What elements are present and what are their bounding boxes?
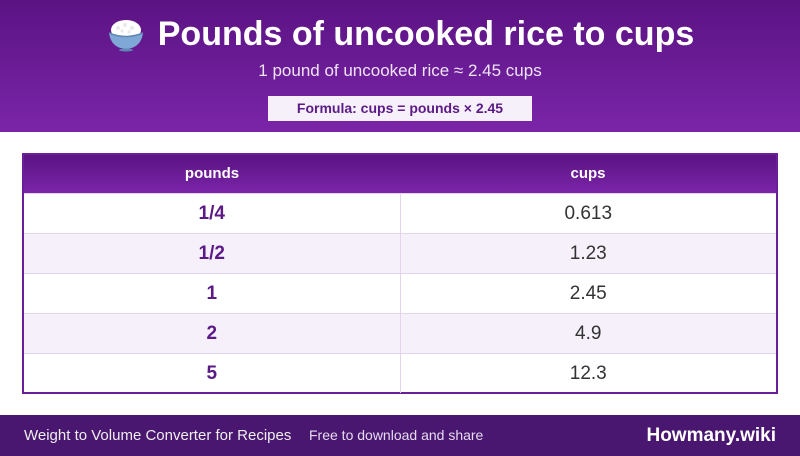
table-row: 5 12.3 <box>24 353 776 393</box>
pounds-cell: 1/2 <box>24 234 401 273</box>
page-title: Pounds of uncooked rice to cups <box>157 15 695 53</box>
pounds-cell: 2 <box>24 314 401 353</box>
table-row: 1/2 1.23 <box>24 233 776 273</box>
formula-badge: Formula: cups = pounds × 2.45 <box>268 96 532 121</box>
cups-cell: 2.45 <box>569 283 607 304</box>
pounds-cell: 1/4 <box>24 194 401 233</box>
cups-cell: 12.3 <box>569 363 607 384</box>
brand-link[interactable]: Howmany.wiki <box>646 425 776 446</box>
table-header: pounds cups <box>24 155 776 193</box>
pounds-cell: 5 <box>24 354 401 393</box>
footer-tagline: Weight to Volume Converter for Recipes <box>24 427 292 444</box>
cups-cell: 4.9 <box>575 323 602 344</box>
column-header-cups: cups <box>570 165 606 182</box>
rice-bowl-icon <box>106 16 146 52</box>
table-row: 1 2.45 <box>24 273 776 313</box>
footer-note: Free to download and share <box>309 427 484 443</box>
footer-bar: Weight to Volume Converter for Recipes F… <box>0 415 800 456</box>
table-row: 2 4.9 <box>24 313 776 353</box>
cups-cell: 1.23 <box>569 243 607 264</box>
cups-cell: 0.613 <box>564 203 613 224</box>
header-banner: Pounds of uncooked rice to cups 1 pound … <box>0 0 800 132</box>
conversion-summary: 1 pound of uncooked rice ≈ 2.45 cups <box>258 61 542 80</box>
page-title-row: Pounds of uncooked rice to cups <box>0 14 800 54</box>
column-header-pounds: pounds <box>184 165 240 182</box>
table-row: 1/4 0.613 <box>24 193 776 233</box>
pounds-cell: 1 <box>24 274 401 313</box>
conversion-table: pounds cups 1/4 0.613 1/2 1.23 1 2.45 2 … <box>22 153 778 394</box>
